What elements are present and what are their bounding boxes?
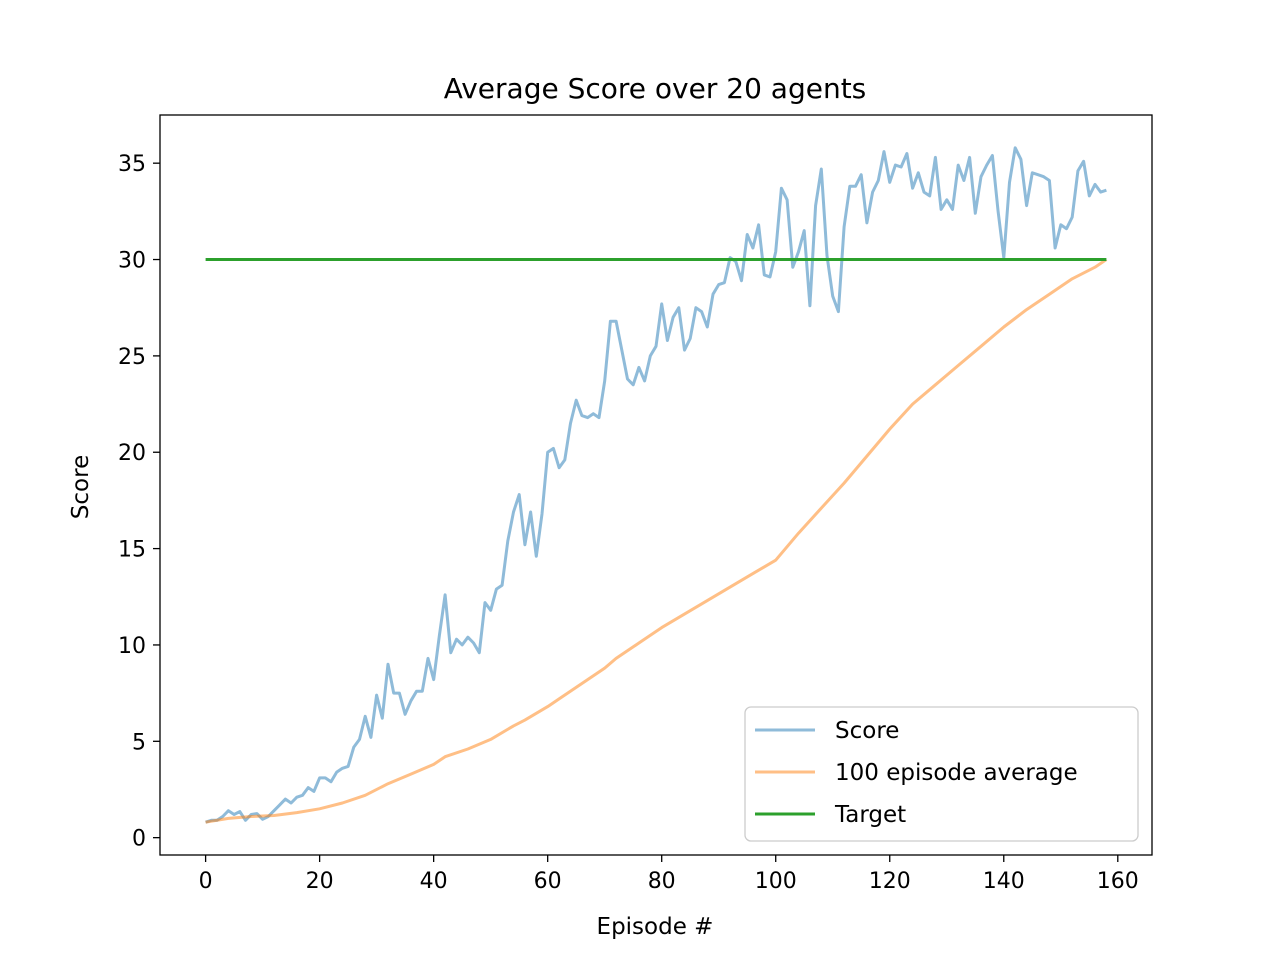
x-tick-label: 140 bbox=[983, 869, 1025, 894]
y-tick-label: 35 bbox=[118, 152, 146, 177]
y-tick-label: 0 bbox=[132, 827, 146, 852]
legend: Score 100 episode average Target bbox=[744, 706, 1139, 842]
x-tick-label: 0 bbox=[199, 869, 213, 894]
x-tick-label: 60 bbox=[534, 869, 562, 894]
y-tick-label: 15 bbox=[118, 538, 146, 563]
legend-label-target: Target bbox=[834, 802, 906, 828]
y-tick-label: 20 bbox=[118, 441, 146, 466]
x-tick-label: 20 bbox=[306, 869, 334, 894]
plot-area: 0 20 40 60 80 100 120 140 160 0 5 10 15 20 25 30 35 bbox=[118, 114, 1153, 894]
x-tick-label: 100 bbox=[755, 869, 797, 894]
legend-frame bbox=[744, 706, 1139, 842]
x-tick-label: 120 bbox=[869, 869, 911, 894]
legend-label-score: Score bbox=[835, 718, 899, 744]
x-tick-label: 160 bbox=[1097, 869, 1139, 894]
y-axis-label: Score bbox=[68, 455, 94, 519]
y-tick-label: 5 bbox=[132, 730, 146, 755]
x-axis-label: Episode # bbox=[597, 914, 714, 940]
x-tick-label: 80 bbox=[648, 869, 676, 894]
y-tick-label: 25 bbox=[118, 345, 146, 370]
legend-label-100-episode-average: 100 episode average bbox=[835, 760, 1078, 786]
y-axis: 0 5 10 15 20 25 30 35 bbox=[118, 152, 160, 852]
y-tick-label: 10 bbox=[118, 634, 146, 659]
y-tick-label: 30 bbox=[118, 249, 146, 274]
chart-title: Average Score over 20 agents bbox=[444, 72, 867, 105]
x-axis: 0 20 40 60 80 100 120 140 160 bbox=[199, 855, 1139, 894]
series-line-score bbox=[205, 146, 1107, 824]
x-tick-label: 40 bbox=[420, 869, 448, 894]
series-line-100-episode-average bbox=[205, 258, 1108, 824]
axes-frame bbox=[159, 114, 1153, 856]
